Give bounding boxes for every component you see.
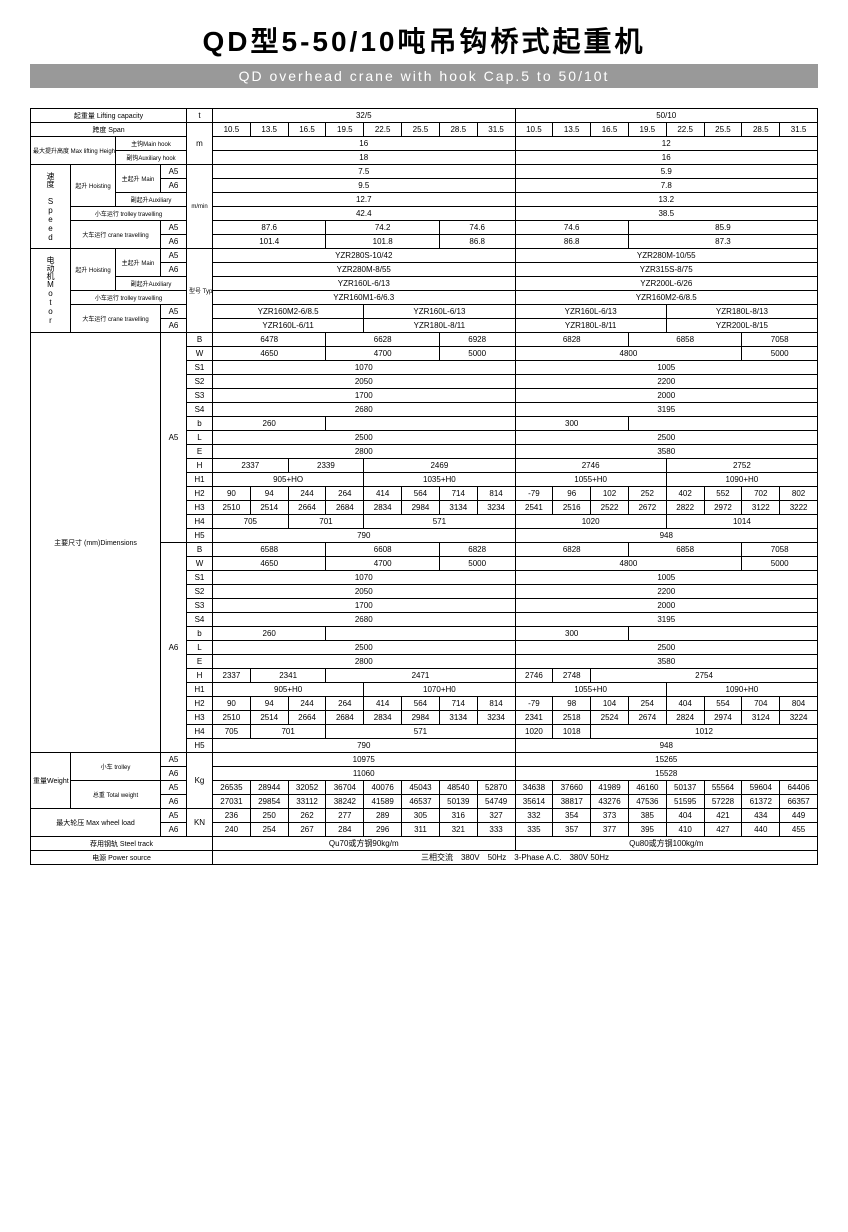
cap-50: 50/10	[515, 109, 818, 123]
table-row: 最大提升高度 Max lifting Height 主钩Main hook 16…	[31, 137, 818, 151]
lift-height: 最大提升高度 Max lifting Height	[31, 137, 116, 165]
cap-unit: t	[187, 109, 213, 123]
hoisting: 起升 Hoisting	[71, 165, 116, 207]
table-row: 跨度 Span m 10.513.516.519.522.525.528.531…	[31, 123, 818, 137]
spec-table: 起重量 Lifting capacity t 32/5 50/10 跨度 Spa…	[30, 108, 818, 865]
table-row: 速度 Speed 起升 Hoisting 主起升 Main A5 m/min 7…	[31, 165, 818, 179]
table-row: 荐用钢轨 Steel track Qu70或方钢90kg/mQu80或方钢100…	[31, 837, 818, 851]
table-row: 电源 Power source 三相交流 380V 50Hz 3-Phase A…	[31, 851, 818, 865]
title-english: QD overhead crane with hook Cap.5 to 50/…	[30, 64, 818, 88]
motor-label: 电动机Motor	[31, 249, 71, 333]
table-row: 起重量 Lifting capacity t 32/5 50/10	[31, 109, 818, 123]
wheel-label: 最大轮压 Max wheel load	[31, 809, 161, 837]
speed-label: 速度 Speed	[31, 165, 71, 249]
table-row: 重量Weight 小车 trolley A5 Kg 1097515265	[31, 753, 818, 767]
speed-unit: m/min	[187, 165, 213, 249]
main-hoist: 主起升 Main	[116, 165, 161, 193]
main-hook: 主钩Main hook	[116, 137, 187, 151]
span-label: 跨度 Span	[31, 123, 187, 137]
weight-label: 重量Weight	[31, 753, 71, 809]
cap-32: 32/5	[213, 109, 516, 123]
span-val: 10.5	[213, 123, 251, 137]
table-row: 最大轮压 Max wheel load A5 KN 23625026227728…	[31, 809, 818, 823]
table-row: 主要尺寸 (mm)Dimensions A5 B 647866286928682…	[31, 333, 818, 347]
span-unit: m	[187, 123, 213, 165]
cap-label: 起重量 Lifting capacity	[31, 109, 187, 123]
rail-label: 荐用钢轨 Steel track	[31, 837, 213, 851]
power-label: 电源 Power source	[31, 851, 213, 865]
table-row: 副钩Auxiliary hook 1816	[31, 151, 818, 165]
title-chinese: QD型5-50/10吨吊钩桥式起重机	[30, 20, 818, 60]
dim-label: 主要尺寸 (mm)Dimensions	[31, 333, 161, 753]
aux-hook: 副钩Auxiliary hook	[116, 151, 187, 165]
table-row: 电动机Motor 起升 Hoisting 主起升 Main A5 型号 Type…	[31, 249, 818, 263]
